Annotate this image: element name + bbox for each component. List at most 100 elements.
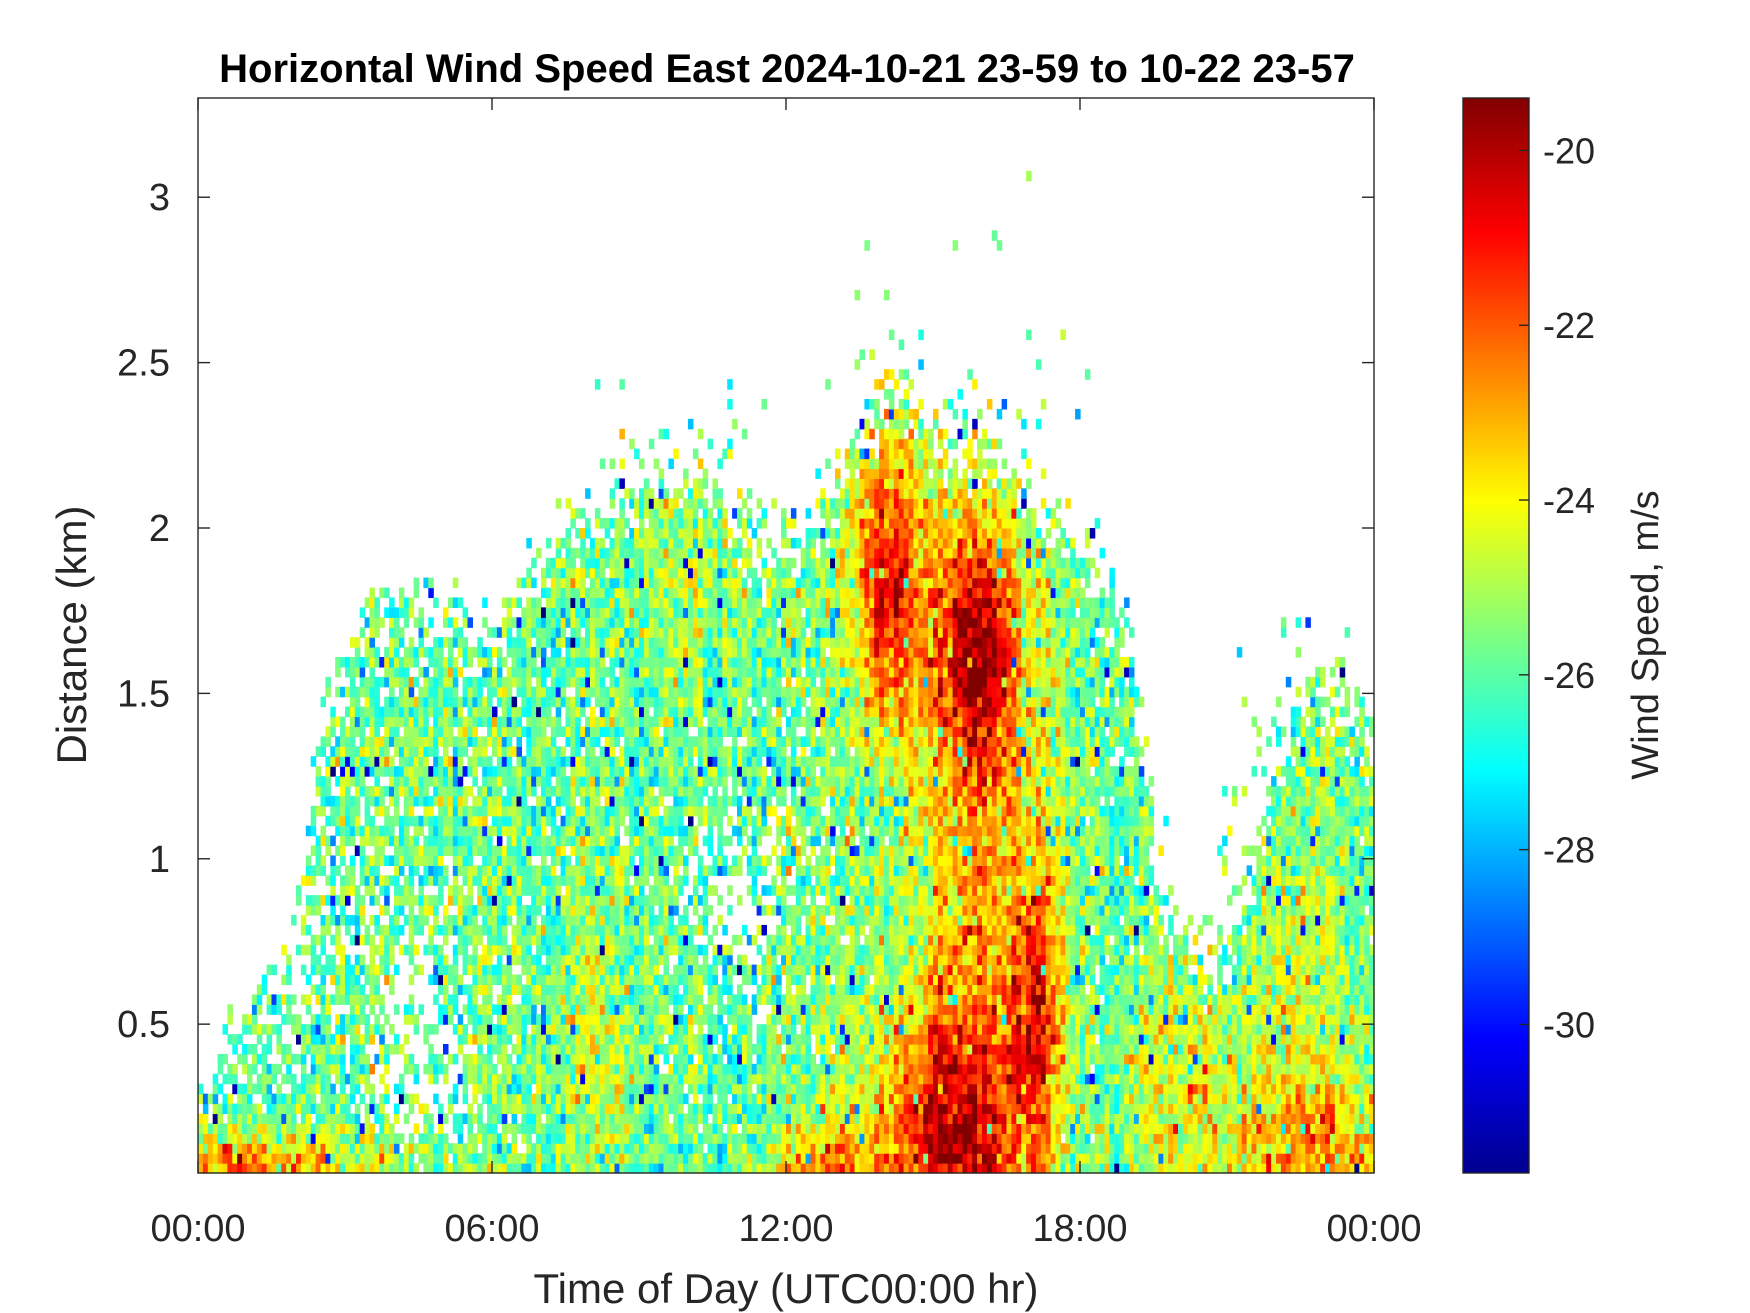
- heatmap-cell: [692, 1014, 699, 1025]
- heatmap-cell: [653, 587, 660, 599]
- heatmap-cell: [291, 1073, 297, 1085]
- heatmap-cell: [232, 1034, 238, 1045]
- heatmap-cell: [443, 746, 449, 757]
- heatmap-cell: [423, 666, 429, 678]
- heatmap-cell: [212, 1133, 219, 1144]
- heatmap-cell: [364, 766, 371, 777]
- heatmap-cell: [232, 1083, 238, 1095]
- heatmap-cell: [374, 825, 380, 837]
- heatmap-cell: [604, 1014, 611, 1025]
- heatmap-cell: [565, 537, 571, 549]
- heatmap-cell: [629, 1073, 635, 1085]
- heatmap-cell: [541, 1163, 547, 1174]
- heatmap-cell: [668, 528, 674, 539]
- heatmap-cell: [408, 726, 415, 737]
- heatmap-cell: [526, 974, 532, 986]
- heatmap-cell: [423, 1153, 429, 1164]
- heatmap-cell: [673, 944, 679, 956]
- heatmap-cell: [648, 647, 655, 658]
- heatmap-cell: [472, 1133, 478, 1144]
- heatmap-cell: [653, 934, 660, 946]
- heatmap-cell: [668, 686, 674, 698]
- heatmap-cell: [702, 924, 709, 936]
- heatmap-cell: [707, 825, 714, 837]
- heatmap-cell: [673, 805, 679, 817]
- heatmap-cell: [345, 706, 351, 718]
- heatmap-cell: [668, 1093, 674, 1105]
- heatmap-cell: [634, 875, 640, 886]
- heatmap-cell: [364, 1143, 371, 1154]
- heatmap-cell: [663, 825, 669, 837]
- heatmap-cell: [433, 845, 439, 857]
- heatmap-cell: [590, 855, 596, 866]
- heatmap-cell: [354, 1053, 361, 1065]
- heatmap-cell: [477, 1103, 483, 1115]
- heatmap-cell: [516, 766, 522, 777]
- heatmap-cell: [663, 1163, 669, 1174]
- heatmap-cell: [648, 1053, 655, 1065]
- heatmap-cell: [408, 1103, 415, 1115]
- heatmap-cell: [536, 1044, 542, 1055]
- heatmap-cell: [702, 1093, 709, 1105]
- heatmap-cell: [398, 1083, 405, 1095]
- heatmap-cell: [496, 924, 503, 936]
- heatmap-cell: [266, 1153, 273, 1164]
- heatmap-cell: [688, 557, 694, 569]
- heatmap-cell: [472, 964, 478, 976]
- heatmap-cell: [585, 746, 591, 757]
- heatmap-cell: [374, 1103, 380, 1115]
- heatmap-cell: [545, 885, 552, 896]
- heatmap-cell: [707, 1024, 714, 1035]
- heatmap-cell: [462, 637, 469, 648]
- heatmap-cell: [599, 815, 606, 827]
- heatmap-cell: [585, 736, 591, 747]
- heatmap-cell: [487, 1153, 493, 1164]
- heatmap-cell: [438, 686, 444, 698]
- heatmap-cell: [501, 1103, 508, 1115]
- heatmap-cell: [560, 895, 567, 906]
- heatmap-cell: [580, 537, 586, 549]
- heatmap-cell: [570, 547, 576, 559]
- heatmap-cell: [349, 1113, 356, 1124]
- heatmap-cell: [560, 855, 567, 866]
- heatmap-cell: [428, 696, 434, 708]
- heatmap-cell: [438, 1113, 444, 1124]
- heatmap-cell: [580, 1103, 586, 1115]
- heatmap-cell: [364, 1073, 371, 1085]
- heatmap-cell: [722, 537, 728, 549]
- heatmap-cell: [673, 547, 679, 559]
- heatmap-cell: [492, 795, 498, 807]
- heatmap-cell: [732, 1034, 738, 1045]
- heatmap-cell: [550, 954, 557, 966]
- heatmap-cell: [624, 964, 630, 976]
- heatmap-cell: [477, 676, 483, 688]
- heatmap-cell: [482, 855, 488, 866]
- heatmap-cell: [315, 805, 322, 817]
- heatmap-cell: [555, 537, 562, 549]
- heatmap-cell: [653, 696, 660, 708]
- heatmap-cell: [447, 1163, 454, 1174]
- heatmap-cell: [668, 547, 674, 559]
- heatmap-cell: [712, 776, 718, 787]
- heatmap-cell: [482, 865, 488, 876]
- heatmap-cell: [590, 736, 596, 747]
- heatmap-cell: [276, 1123, 282, 1134]
- heatmap-cell: [555, 1053, 562, 1065]
- heatmap-cell: [300, 1143, 307, 1154]
- heatmap-cell: [604, 726, 611, 737]
- heatmap-cell: [580, 825, 586, 837]
- heatmap-cell: [526, 1014, 532, 1025]
- heatmap-cell: [202, 1153, 209, 1164]
- heatmap-cell: [398, 1133, 405, 1144]
- heatmap-cell: [364, 1163, 371, 1174]
- heatmap-cell: [457, 726, 464, 737]
- heatmap-cell: [281, 1073, 287, 1085]
- heatmap-cell: [732, 657, 738, 668]
- heatmap-cell: [614, 875, 620, 886]
- heatmap-cell: [496, 1083, 503, 1095]
- heatmap-cell: [349, 676, 356, 688]
- heatmap-cell: [457, 795, 464, 807]
- heatmap-cell: [624, 1103, 630, 1115]
- heatmap-cell: [198, 1113, 204, 1124]
- heatmap-cell: [648, 657, 655, 668]
